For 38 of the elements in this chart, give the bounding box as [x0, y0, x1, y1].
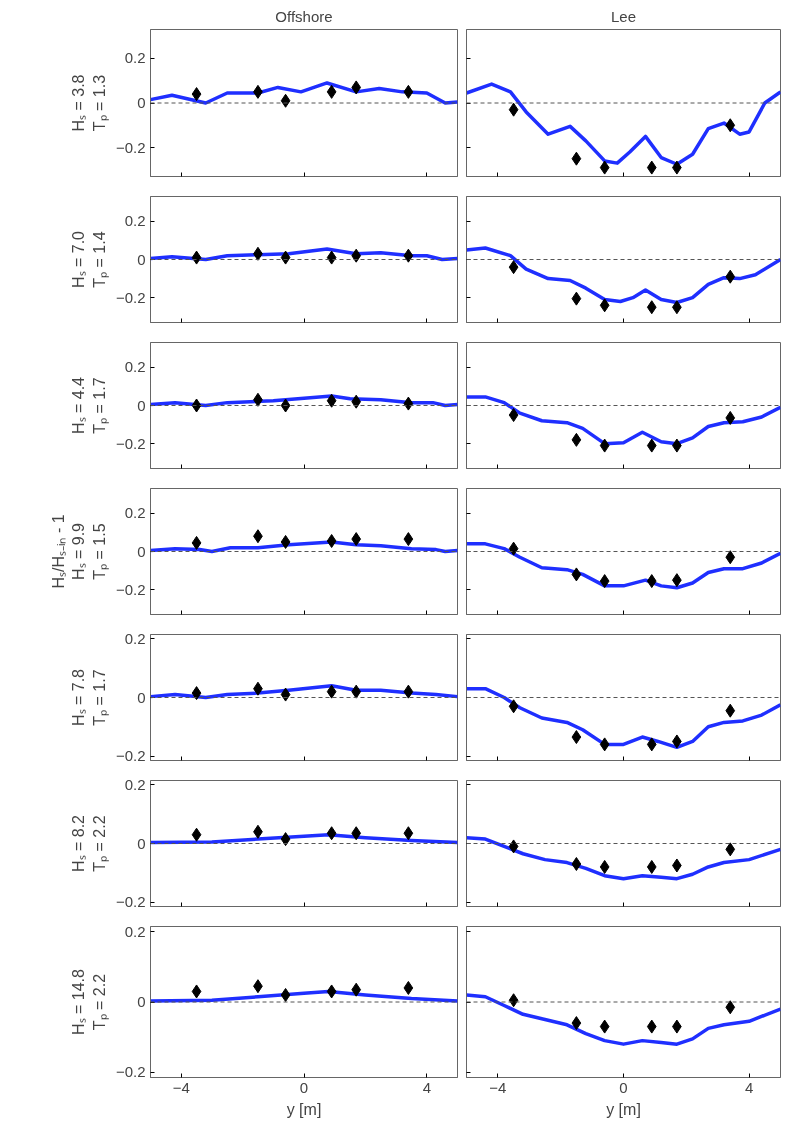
- x-axis-title: y [m]: [606, 1100, 641, 1118]
- y-tick-label: 0.2: [124, 775, 146, 793]
- y-tick-label: 0: [137, 993, 146, 1010]
- y-axis-title: Hₛ = 7.8 Tₚ = 1.7: [70, 668, 109, 727]
- chart-title: Offshore: [275, 7, 333, 25]
- y-tick-label: 0.2: [124, 629, 146, 647]
- y-tick-label: 0: [137, 688, 146, 706]
- x-tick-label: −4: [489, 1078, 507, 1096]
- y-axis-title: Hₛ = 3.8 Tₚ = 1.3: [70, 74, 109, 132]
- y-tick-label: 0.2: [124, 922, 146, 940]
- x-tick-label: 4: [744, 1078, 754, 1096]
- y-axis-title: Hₛ/Hₛ₋ᵢₙ - 1 Hₛ = 9.9 Tₚ = 1.5: [50, 514, 109, 589]
- y-axis-title: Hₛ = 8.2 Tₚ = 2.2: [70, 814, 109, 873]
- y-tick-label: 0.2: [124, 358, 146, 376]
- y-tick-label: −0.2: [115, 138, 146, 156]
- y-axis-title: Hₛ = 7.0 Tₚ = 1.4: [70, 230, 109, 289]
- x-tick-label: 0: [299, 1078, 309, 1096]
- y-tick-label: 0: [137, 396, 146, 414]
- y-tick-label: 0.2: [124, 504, 146, 522]
- x-tick-label: −4: [172, 1078, 190, 1096]
- x-tick-label: 4: [422, 1078, 431, 1096]
- x-tick-label: 0: [619, 1078, 628, 1096]
- y-tick-label: 0.2: [124, 49, 146, 67]
- y-tick-label: 0: [137, 250, 146, 268]
- y-tick-label: 0.2: [124, 212, 146, 230]
- y-tick-label: 0: [137, 834, 146, 852]
- y-tick-label: −0.2: [115, 580, 146, 598]
- y-tick-label: −0.2: [115, 288, 146, 306]
- y-tick-label: −0.2: [115, 1063, 146, 1081]
- y-tick-label: −0.2: [115, 893, 146, 911]
- y-tick-label: −0.2: [115, 747, 146, 765]
- y-axis-title: Hₛ = 14.8 Tₚ = 2.2: [70, 968, 109, 1035]
- y-tick-label: 0: [137, 542, 146, 560]
- x-axis-title: y [m]: [286, 1100, 322, 1118]
- y-tick-label: −0.2: [115, 434, 146, 452]
- chart-title: Lee: [610, 7, 637, 25]
- y-tick-label: 0: [137, 94, 146, 111]
- y-axis-title: Hₛ = 4.4 Tₚ = 1.7: [70, 376, 109, 435]
